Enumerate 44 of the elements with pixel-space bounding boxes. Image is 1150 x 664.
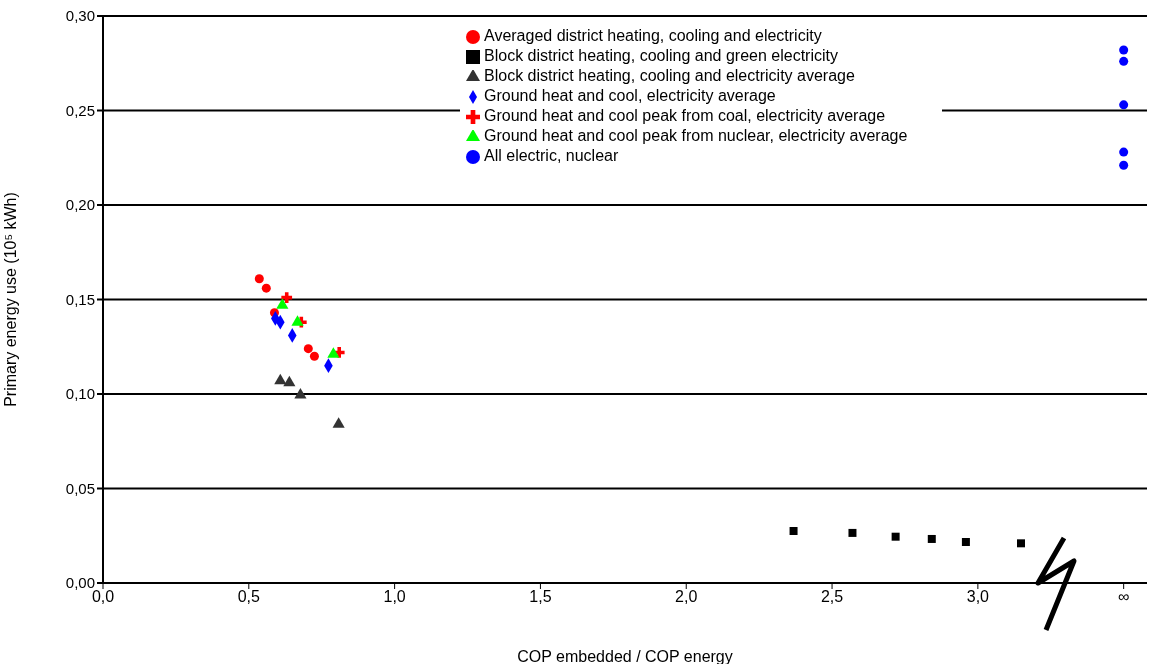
legend-label: Ground heat and cool peak from coal, electricity average bbox=[484, 107, 886, 124]
point bbox=[254, 274, 264, 284]
point bbox=[1017, 539, 1026, 548]
point bbox=[283, 375, 296, 387]
point bbox=[1119, 45, 1129, 55]
x-tick-label: 2,5 bbox=[820, 588, 844, 606]
point bbox=[1119, 100, 1129, 110]
x-tick-label: 0,5 bbox=[237, 588, 261, 606]
point bbox=[789, 527, 798, 536]
point bbox=[294, 387, 307, 399]
y-tick-label: 0,10 bbox=[65, 385, 95, 403]
y-tick-label: 0,20 bbox=[65, 196, 95, 214]
y-tick-label: 0,30 bbox=[65, 7, 95, 25]
legend-label: Averaged district heating, cooling and electricity bbox=[484, 27, 822, 44]
point bbox=[891, 532, 900, 541]
point bbox=[291, 315, 304, 326]
legend-label: Ground heat and cool, electricity average bbox=[484, 87, 776, 104]
point bbox=[848, 528, 857, 537]
point bbox=[327, 347, 340, 358]
x-tick-label: ∞ bbox=[1117, 588, 1130, 606]
x-tick-label: 1,5 bbox=[529, 588, 552, 606]
point bbox=[1119, 56, 1129, 66]
x-tick-label: 1,0 bbox=[383, 588, 406, 606]
point bbox=[261, 283, 271, 293]
point bbox=[303, 344, 313, 354]
x-tick-label: 2,0 bbox=[675, 588, 698, 606]
legend-label: Block district heating, cooling and green electricity bbox=[484, 47, 838, 64]
point bbox=[1119, 160, 1129, 170]
y-tick-label: 0,25 bbox=[65, 101, 95, 119]
point bbox=[276, 298, 289, 309]
point bbox=[309, 351, 319, 361]
y-axis-title: Primary energy use (10⁵ kWh) bbox=[1, 192, 19, 407]
point bbox=[927, 534, 936, 543]
point bbox=[961, 537, 970, 546]
x-tick-label: 3,0 bbox=[966, 588, 990, 606]
legend-label: Ground heat and cool peak from nuclear, electricity average bbox=[484, 127, 908, 144]
legend-label: All electric, nuclear bbox=[484, 147, 619, 164]
point bbox=[274, 373, 287, 385]
point bbox=[1119, 147, 1129, 157]
point bbox=[332, 417, 345, 428]
point bbox=[281, 292, 293, 303]
legend-label: Block district heating, cooling and electricity average bbox=[484, 67, 855, 84]
y-tick-label: 0,05 bbox=[65, 479, 95, 497]
y-tick-label: 0,15 bbox=[65, 290, 95, 308]
